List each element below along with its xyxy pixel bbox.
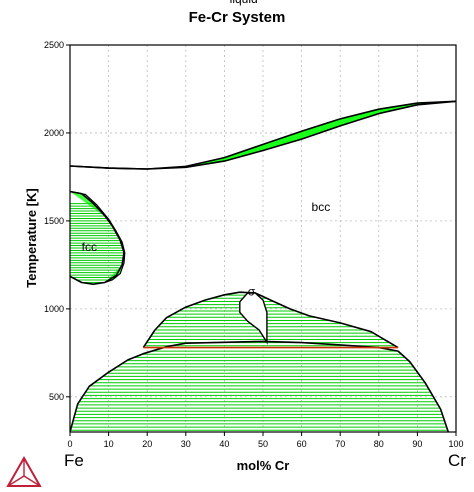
y-axis-ticks: 500 1000 1500 2000 2500 [44, 40, 70, 402]
x-tick-label: 40 [219, 439, 229, 449]
y-tick-label: 1500 [44, 216, 64, 226]
phase-label: liquid [230, 0, 258, 6]
gamma-loop-boundary [70, 190, 125, 286]
y-tick-label: 500 [49, 392, 64, 402]
x-tick-label: 30 [181, 439, 191, 449]
x-tick-label: 50 [258, 439, 268, 449]
x-axis-label: mol% Cr [237, 458, 290, 473]
y-axis-label: Temperature [K] [24, 188, 39, 287]
phase-regions [70, 101, 456, 431]
y-tick-label: 2500 [44, 40, 64, 50]
x-axis-ticks: 0 10 20 30 40 50 60 70 80 90 100 [67, 432, 464, 449]
phase-labels: liquid bcc fcc σ [82, 0, 331, 299]
solidus-curve [70, 100, 456, 170]
y-tick-label: 1000 [44, 304, 64, 314]
chart-title: Fe-Cr System [189, 9, 286, 26]
x-tick-label: 0 [67, 439, 72, 449]
x-tick-label: 60 [297, 439, 307, 449]
gamma-loop-inner-boundary [70, 190, 126, 284]
y-tick-label: 2000 [44, 128, 64, 138]
x-tick-label: 90 [412, 439, 422, 449]
x-tick-label: 70 [335, 439, 345, 449]
x-tick-label: 20 [142, 439, 152, 449]
fcc-bcc-two-phase [70, 191, 125, 283]
phase-label: σ [248, 285, 256, 299]
liquid-bcc-two-phase [70, 101, 456, 169]
phase-label: bcc [312, 200, 331, 214]
plot-frame [69, 44, 457, 433]
x-tick-label: 100 [448, 439, 463, 449]
grid [70, 45, 456, 432]
thermo-calc-logo-icon [6, 455, 42, 487]
sigma-region [239, 292, 268, 345]
x-tick-label: 10 [104, 439, 114, 449]
miscibility-gap-boundary [70, 340, 450, 432]
phase-boundaries [70, 100, 456, 432]
right-end-label: Cr [448, 451, 466, 470]
x-tick-label: 80 [374, 439, 384, 449]
left-end-label: Fe [64, 451, 84, 470]
phase-label: fcc [82, 240, 97, 254]
